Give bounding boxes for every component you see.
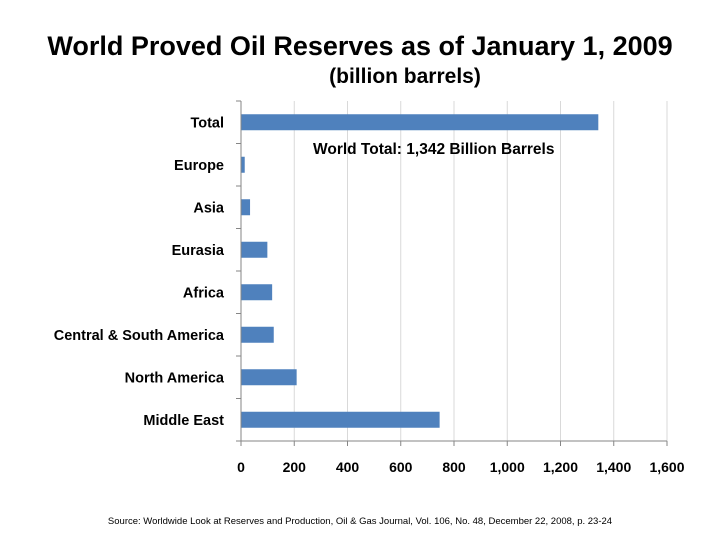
category-label: Central & South America [54,328,225,344]
bar [241,114,599,131]
x-tick-labels: 0 200 400 600 800 1,000 1,200 1,400 1,600 [237,459,685,475]
category-label: Eurasia [172,243,225,259]
bar [241,326,274,343]
category-label: Europe [174,158,224,174]
bar [241,369,297,386]
x-tick-label: 200 [283,459,307,475]
bar [241,156,245,173]
category-label: North America [125,370,225,386]
chart-title: World Proved Oil Reserves as of January … [47,31,673,61]
bar [241,411,440,428]
category-label: Middle East [143,413,224,429]
bar [241,284,273,301]
x-tick-label: 1,000 [490,459,525,475]
category-label: Africa [183,285,225,301]
source-note: Source: Worldwide Look at Reserves and P… [107,516,613,527]
bar [241,199,251,216]
x-tick-label: 600 [389,459,413,475]
category-label: Asia [193,200,225,216]
x-tick-label: 1,400 [596,459,631,475]
bar-chart: Total Europe Asia Eurasia Africa Central & So… [54,100,685,475]
world-total-annotation: World Total: 1,342 Billion Barrels [313,141,554,158]
chart-subtitle: (billion barrels) [329,65,481,88]
x-tick-label: 400 [336,459,360,475]
x-tick-label: 0 [237,459,245,475]
bars [241,114,599,428]
axes [236,100,668,446]
x-tick-label: 800 [442,459,466,475]
bar [241,241,268,258]
x-tick-label: 1,600 [649,459,684,475]
category-labels: Total Europe Asia Eurasia Africa Central & So… [54,115,225,429]
category-label: Total [190,115,224,131]
x-tick-label: 1,200 [543,459,578,475]
